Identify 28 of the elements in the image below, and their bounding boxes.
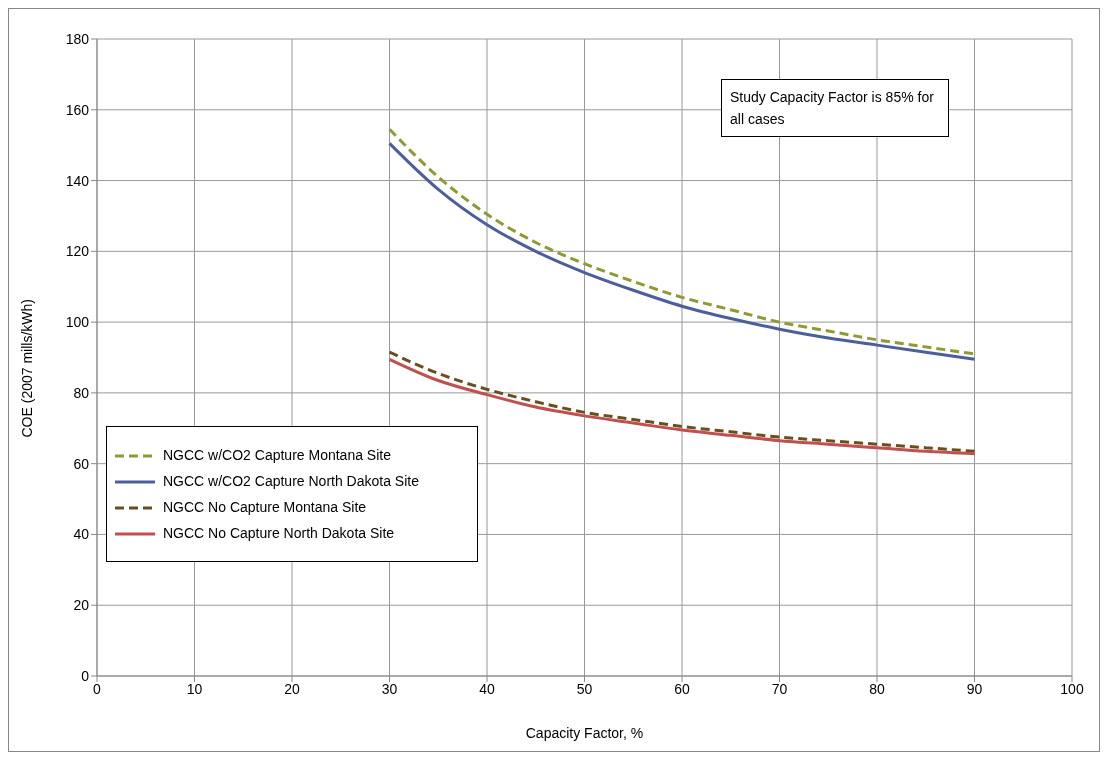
annotation: Study Capacity Factor is 85% for all cases xyxy=(721,79,949,137)
legend-label: NGCC w/CO2 Capture Montana Site xyxy=(163,447,392,463)
y-tick-label: 180 xyxy=(65,30,90,47)
x-tick-label: 70 xyxy=(771,680,788,697)
x-tick-label: 10 xyxy=(186,680,203,697)
x-axis-title: Capacity Factor, % xyxy=(525,725,644,741)
x-tick-label: 30 xyxy=(381,680,398,697)
x-tick-label: 80 xyxy=(869,680,885,697)
x-tick-label: 50 xyxy=(576,680,593,697)
y-tick-label: 160 xyxy=(65,101,90,118)
legend-label: NGCC No Capture North Dakota Site xyxy=(163,525,396,541)
legend-label: NGCC w/CO2 Capture North Dakota Site xyxy=(163,473,420,489)
x-tick-label: 100 xyxy=(1060,680,1084,697)
y-tick-label: 60 xyxy=(73,455,90,472)
x-tick-label: 40 xyxy=(479,680,495,697)
y-tick-label: 40 xyxy=(73,526,90,543)
y-tick-label: 120 xyxy=(65,243,90,260)
y-tick-label: 20 xyxy=(73,597,90,614)
y-tick-label: 140 xyxy=(65,172,90,189)
y-tick-label: 80 xyxy=(73,384,90,401)
x-tick-label: 20 xyxy=(284,680,300,697)
y-tick-label: 0 xyxy=(81,667,90,684)
x-tick-label: 0 xyxy=(93,680,102,697)
x-tick-label: 90 xyxy=(966,680,983,697)
x-tick-label: 60 xyxy=(674,680,690,697)
y-axis-title: COE (2007 mills/kWh) xyxy=(18,299,35,438)
legend-label: NGCC No Capture Montana Site xyxy=(163,499,368,515)
y-tick-label: 100 xyxy=(65,314,90,331)
